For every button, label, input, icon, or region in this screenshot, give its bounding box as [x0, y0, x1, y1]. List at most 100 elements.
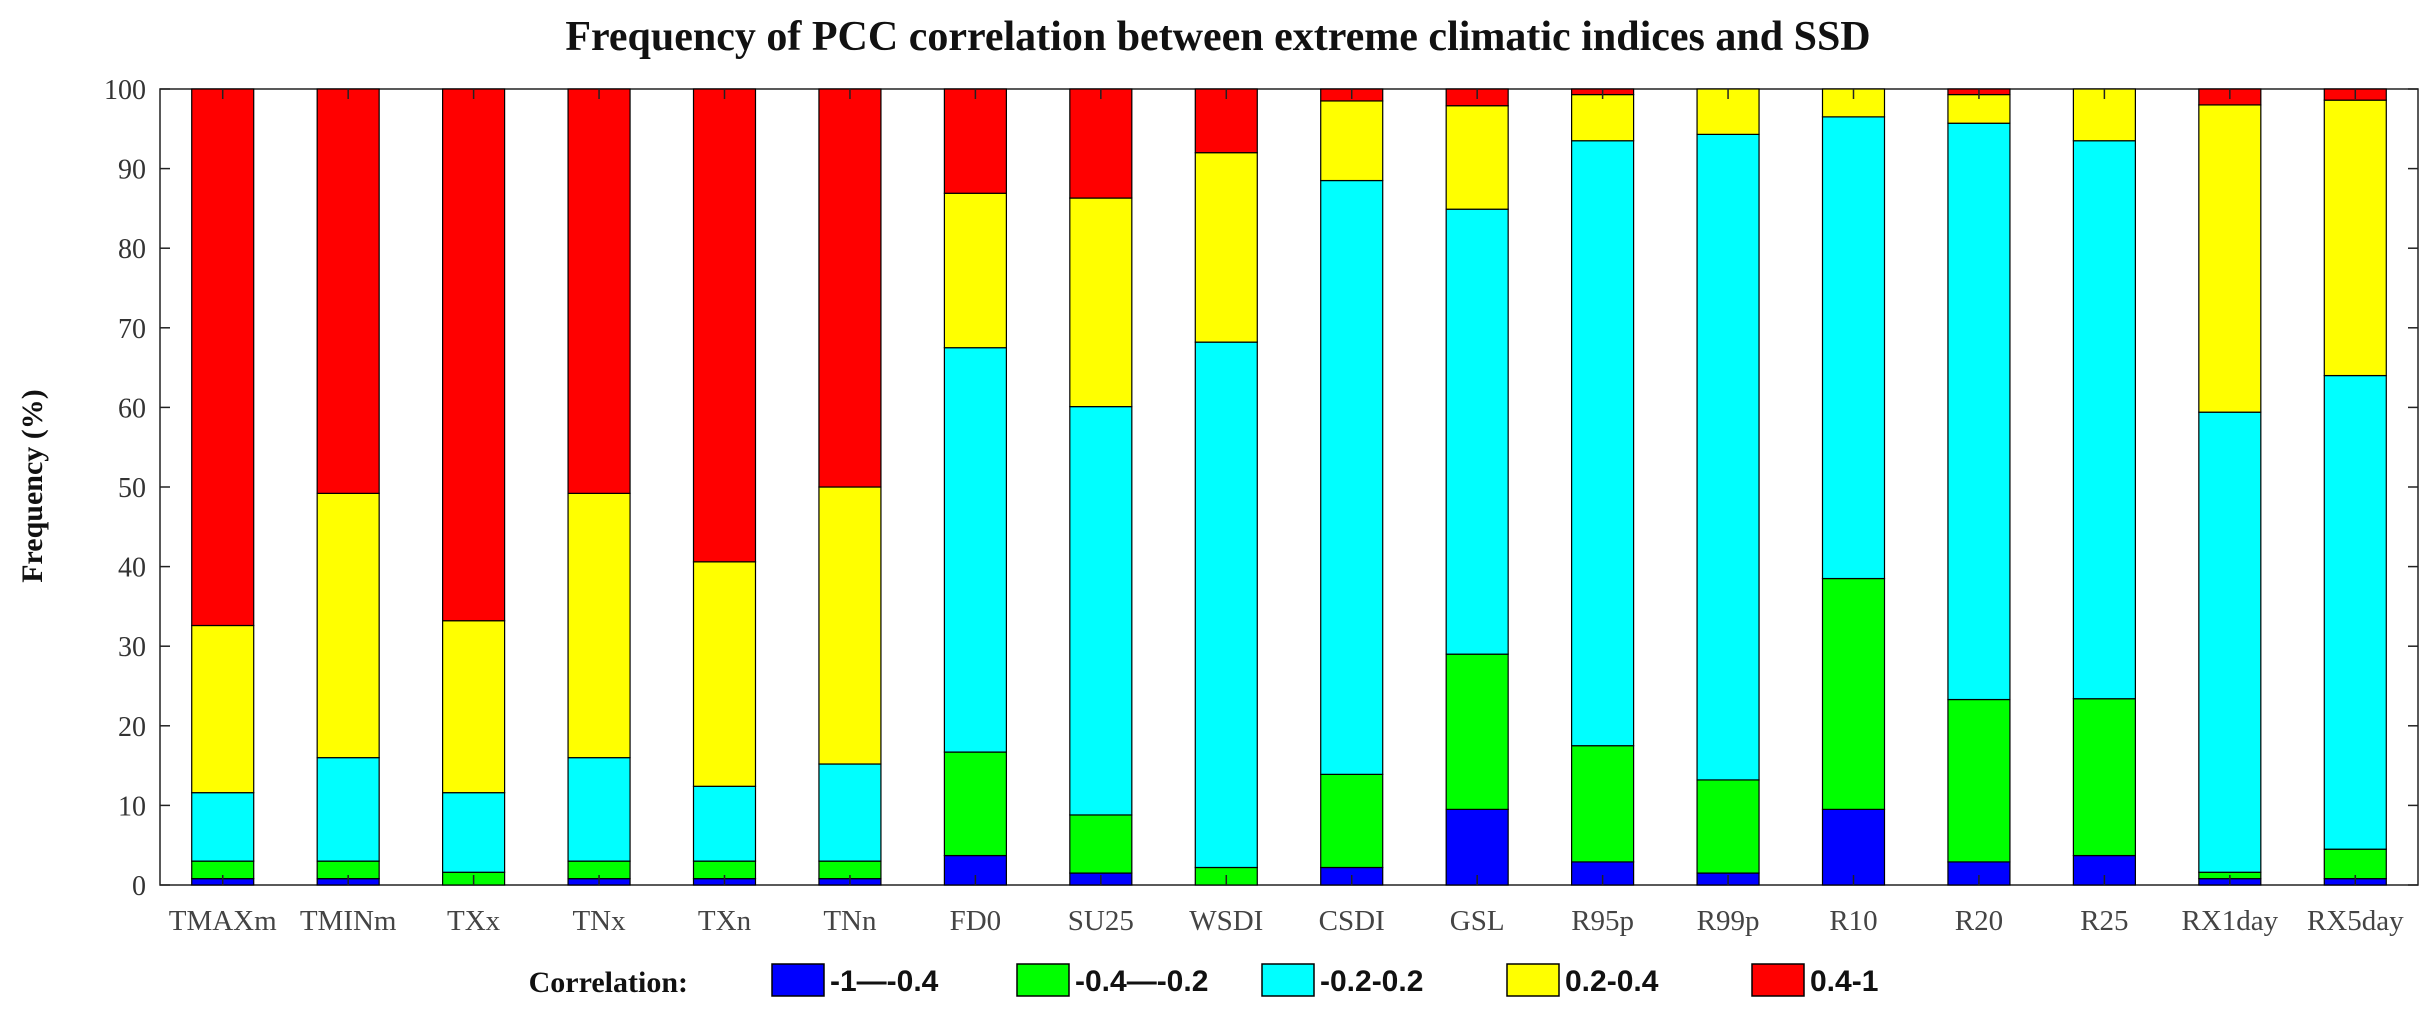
bar-segment-R10-s2 — [1821, 116, 1886, 580]
x-tick-label: R10 — [1829, 905, 1877, 937]
bar-segment-R25-s1 — [2072, 698, 2136, 857]
x-tick-label: TMINm — [300, 905, 397, 937]
x-tick-label: CSDI — [1319, 905, 1385, 937]
bar-segment-TXx-s2 — [442, 792, 506, 873]
y-tick-label: 80 — [118, 234, 146, 265]
bar-segment-R25-s2 — [2072, 140, 2136, 700]
x-tick-label: R20 — [1955, 905, 2003, 937]
bar-segment-TNx-s2 — [567, 757, 631, 862]
bar-segment-R20-s3 — [1947, 93, 2011, 124]
x-tick-label: WSDI — [1189, 905, 1263, 937]
y-tick-label: 10 — [118, 791, 146, 822]
bar-segment-TXx-s3 — [442, 620, 506, 794]
bar-segment-TNx-s3 — [567, 492, 631, 759]
x-tick-label: R99p — [1697, 905, 1760, 937]
x-tick-label: TNn — [823, 905, 877, 937]
x-tick-label: TMAXm — [169, 905, 277, 937]
bar-segment-FD0-s2 — [943, 347, 1007, 753]
bar-segment-GSL-s2 — [1445, 208, 1509, 655]
x-tick-label: TXn — [698, 905, 752, 937]
bar-segment-RX1day-s3 — [2198, 104, 2262, 413]
bar-segment-GSL-s0 — [1445, 808, 1509, 886]
bar-segment-CSDI-s1 — [1320, 773, 1384, 869]
bar-segment-WSDI-s3 — [1194, 152, 1258, 343]
bar-segment-RX5day-s3 — [2323, 99, 2387, 377]
bar-segment-SU25-s4 — [1069, 88, 1133, 199]
legend-label: -0.4—-0.2 — [1075, 965, 1208, 998]
bar-segment-RX5day-s2 — [2323, 374, 2387, 850]
y-tick-label: 0 — [132, 871, 146, 902]
bar-segment-R10-s0 — [1821, 808, 1886, 886]
x-tick-label: TNx — [572, 905, 626, 937]
bar-segment-TXn-s3 — [692, 561, 757, 787]
bar-segment-TMAXm-s3 — [191, 624, 255, 794]
legend-label: 0.2-0.4 — [1565, 965, 1659, 998]
bar-segment-TMAXm-s4 — [191, 88, 255, 627]
y-tick-label: 70 — [118, 314, 146, 345]
bar-segment-CSDI-s2 — [1320, 179, 1384, 775]
bar-segment-FD0-s4 — [943, 88, 1007, 194]
bar-segment-R95p-s2 — [1571, 140, 1635, 747]
bar-segment-R95p-s1 — [1571, 745, 1635, 863]
bar-segment-TMINm-s4 — [316, 88, 380, 494]
bar-segment-R20-s2 — [1947, 122, 2011, 701]
x-tick-label: RX5day — [2307, 905, 2404, 937]
bar-segment-R95p-s3 — [1571, 93, 1635, 142]
bar-segment-TNx-s4 — [567, 88, 631, 494]
bar-segment-FD0-s1 — [943, 751, 1007, 857]
bar-segment-TXx-s4 — [442, 88, 506, 622]
bar-segment-R99p-s1 — [1696, 779, 1760, 874]
bar-segment-GSL-s3 — [1445, 105, 1509, 210]
legend-swatch — [1506, 963, 1560, 997]
legend: Correlation: -1—-0.4 -0.4—-0.2 -0.2-0.2 0.2… — [529, 963, 1878, 999]
y-tick-label: 90 — [118, 155, 146, 186]
bar-segment-FD0-s3 — [943, 192, 1007, 349]
bar-segment-R20-s1 — [1947, 698, 2011, 863]
legend-swatch — [771, 963, 825, 997]
x-tick-label: GSL — [1450, 905, 1505, 937]
bar-segment-WSDI-s2 — [1194, 341, 1258, 869]
bar-segment-TXn-s2 — [692, 785, 757, 862]
bar-segment-TXn-s4 — [692, 88, 757, 563]
bar-segment-SU25-s2 — [1069, 406, 1133, 816]
y-axis-label: Frequency (%) — [16, 389, 49, 583]
legend-label: 0.4-1 — [1810, 965, 1878, 998]
bar-segment-TMINm-s3 — [316, 492, 380, 759]
legend-label: -0.2-0.2 — [1320, 965, 1423, 998]
x-tick-label: R25 — [2080, 905, 2128, 937]
bar-segment-WSDI-s4 — [1194, 88, 1258, 154]
bar-segment-TNn-s2 — [818, 763, 882, 862]
legend-items: -1—-0.4 -0.4—-0.2 -0.2-0.2 0.2-0.4 0.4-1 — [771, 963, 1878, 998]
x-tick-label: FD0 — [950, 905, 1002, 937]
plot-area: 0 10 20 30 40 50 60 70 80 90 100 TMAXm TMINm TXx TNx TX… — [104, 75, 2419, 937]
x-tick-label: RX1day — [2181, 905, 2278, 937]
bar-segment-SU25-s3 — [1069, 197, 1133, 408]
y-tick-label: 20 — [118, 712, 146, 743]
legend-swatch — [1016, 963, 1070, 997]
bar-segment-TMAXm-s2 — [191, 792, 255, 862]
bar-segment-CSDI-s3 — [1320, 100, 1384, 182]
legend-swatch — [1751, 963, 1805, 997]
y-tick-label: 30 — [118, 632, 146, 663]
bar-segment-R10-s1 — [1821, 577, 1886, 810]
x-tick-label: TXx — [447, 905, 501, 937]
bar-segment-SU25-s1 — [1069, 814, 1133, 874]
y-tick-label: 40 — [118, 553, 146, 584]
y-tick-label: 100 — [104, 75, 146, 106]
y-tick-label: 60 — [118, 393, 146, 424]
chart-title: Frequency of PCC correlation between ext… — [565, 14, 1870, 60]
bar-segment-RX1day-s2 — [2198, 411, 2262, 873]
bar-segment-RX5day-s1 — [2323, 848, 2387, 880]
y-tick-label: 50 — [118, 473, 146, 504]
bar-segment-GSL-s1 — [1445, 653, 1509, 810]
bar-segment-TMINm-s2 — [316, 757, 380, 862]
x-tick-label: SU25 — [1068, 905, 1134, 937]
bar-segment-TNn-s3 — [818, 486, 882, 765]
bar-segment-R99p-s2 — [1696, 133, 1760, 781]
legend-swatch — [1261, 963, 1315, 997]
legend-label: -1—-0.4 — [830, 965, 939, 998]
bar-segment-TNn-s4 — [818, 88, 882, 488]
x-tick-label: R95p — [1571, 905, 1634, 937]
legend-title: Correlation: — [529, 966, 688, 999]
